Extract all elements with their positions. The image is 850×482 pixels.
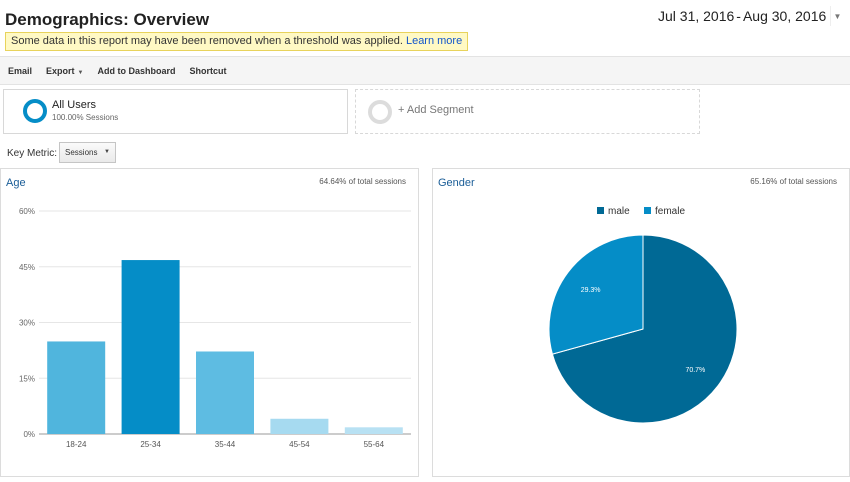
pie-slice-male[interactable] [551,234,738,424]
gender-panel-total: 65.16% of total sessions [750,177,837,186]
age-panel-total: 64.64% of total sessions [319,177,406,186]
age-panel: Age 64.64% of total sessions 0% 15% 30% 45%… [0,168,419,477]
segment-sessions: 100.00% Sessions [52,113,119,122]
key-metric-value: Sessions [65,148,98,157]
export-label: Export [46,65,75,76]
pie-label-female: 29.3% [581,287,601,294]
report-toolbar: Email Export ▼ Add to Dashboard Shortcut [0,56,850,85]
age-bar-chart: 0% 15% 30% 45% 60% 18-24 25-34 35-44 45-54 55-64 [19,207,411,449]
key-metric-select[interactable]: Sessions ▼ [59,142,116,163]
legend-swatch-female [644,207,651,214]
gender-pie-chart: male female 70.7% 29.3% [548,206,738,424]
y-tick-label: 15% [19,374,35,383]
email-button[interactable]: Email [8,65,33,76]
gender-panel: Gender 65.16% of total sessions male fema… [432,168,850,477]
legend-label-female[interactable]: female [655,206,685,217]
y-tick-label: 30% [19,319,35,328]
y-tick-label: 45% [19,263,35,272]
legend-swatch-male [597,207,604,214]
age-bar-35-44[interactable] [196,351,254,434]
segment-ring-icon [23,99,47,123]
date-range-picker[interactable]: Jul 31, 2016 - Aug 30, 2016 ▼ [654,4,844,28]
segment-ring-icon [368,100,392,124]
segment-name: All Users [52,99,97,111]
chevron-down-icon: ▼ [104,149,110,155]
pie-slice-female[interactable] [548,234,644,355]
age-bar-25-34[interactable] [121,260,180,434]
export-button[interactable]: Export ▼ [46,66,83,76]
age-bar-55-64[interactable] [344,427,403,434]
age-panel-title[interactable]: Age [6,177,26,189]
pie-label-male: 70.7% [685,367,705,374]
threshold-notice: Some data in this report may have been r… [5,32,469,51]
page-title: Demographics: Overview [5,10,210,29]
age-bar-18-24[interactable] [47,341,106,434]
x-tick-label: 35-44 [215,440,236,449]
y-tick-label: 0% [23,430,35,439]
date-separator: - [736,8,741,24]
learn-more-link[interactable]: Learn more [405,35,463,47]
shortcut-button[interactable]: Shortcut [189,65,227,76]
age-bar-45-54[interactable] [270,418,329,434]
segment-all-users[interactable]: All Users 100.00% Sessions [3,89,348,134]
chevron-down-icon[interactable]: ▼ [830,6,844,26]
chevron-down-icon: ▼ [77,69,84,76]
x-tick-label: 18-24 [66,440,87,449]
x-tick-label: 55-64 [364,440,385,449]
x-tick-label: 25-34 [140,440,161,449]
key-metric-label: Key Metric: [7,148,58,159]
legend-label-male[interactable]: male [608,206,630,217]
add-segment-label: + Add Segment [398,104,474,116]
x-tick-label: 45-54 [289,440,310,449]
threshold-notice-text: Some data in this report may have been r… [11,35,403,47]
gender-panel-title[interactable]: Gender [438,177,475,189]
date-end: Aug 30, 2016 [742,8,827,24]
add-to-dashboard-button[interactable]: Add to Dashboard [97,65,176,76]
date-start: Jul 31, 2016 [658,8,735,24]
y-tick-label: 60% [19,207,35,216]
gender-legend: male female [597,206,685,217]
add-segment-button[interactable]: + Add Segment [355,89,700,134]
